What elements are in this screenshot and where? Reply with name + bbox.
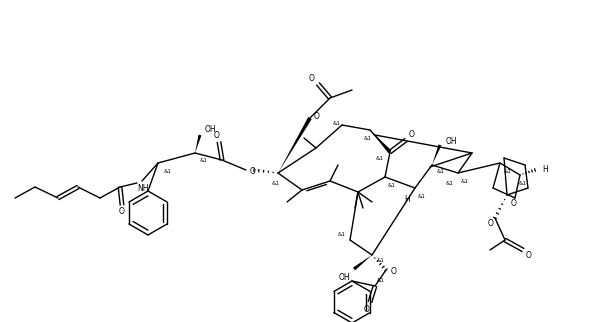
Text: &1: &1: [388, 183, 396, 187]
Text: O: O: [409, 129, 415, 138]
Text: &1: &1: [376, 156, 384, 160]
Text: H: H: [542, 165, 548, 174]
Text: O: O: [314, 111, 320, 120]
Text: &1: &1: [504, 168, 512, 174]
Polygon shape: [353, 255, 372, 270]
Polygon shape: [278, 117, 311, 173]
Text: &1: &1: [200, 157, 208, 163]
Text: &1: &1: [446, 181, 454, 185]
Polygon shape: [432, 145, 441, 165]
Text: O: O: [250, 166, 256, 175]
Text: NH: NH: [137, 184, 148, 193]
Text: O: O: [214, 130, 220, 139]
Polygon shape: [195, 135, 201, 153]
Text: &1: &1: [333, 120, 341, 126]
Polygon shape: [370, 130, 391, 153]
Text: O: O: [488, 220, 494, 229]
Text: O: O: [309, 73, 315, 82]
Text: O: O: [391, 268, 397, 277]
Text: &1: &1: [437, 168, 445, 174]
Text: O: O: [364, 306, 370, 315]
Text: O: O: [511, 198, 517, 207]
Text: &1: &1: [377, 259, 385, 263]
Text: &1: &1: [461, 178, 469, 184]
Text: &1: &1: [377, 278, 385, 282]
Text: &1: &1: [364, 136, 372, 140]
Text: OH: OH: [446, 137, 458, 146]
Text: OH: OH: [205, 125, 216, 134]
Text: &1: &1: [272, 181, 280, 185]
Text: O: O: [119, 207, 125, 216]
Text: &1: &1: [164, 168, 172, 174]
Text: &1: &1: [418, 194, 426, 198]
Text: O: O: [526, 251, 532, 260]
Text: OH: OH: [338, 272, 350, 281]
Text: &1: &1: [338, 232, 346, 238]
Text: &1: &1: [519, 181, 527, 185]
Text: H: H: [404, 195, 410, 204]
